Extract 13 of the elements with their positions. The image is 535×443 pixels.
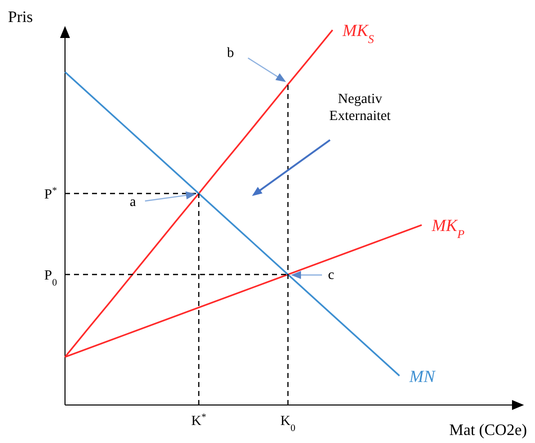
series-label: MK$_{S}$ [342, 21, 374, 46]
text: P$^{*}$ [44, 185, 58, 202]
annotation: c [328, 268, 334, 283]
annotation: a [130, 195, 137, 210]
annotation: Negativ Externaitet [329, 92, 391, 124]
x-axis-title: Mat (CO2e) [449, 422, 527, 439]
x-tick-label: K$_{0}$ [280, 414, 296, 434]
text: P$_{0}$ [44, 268, 58, 288]
y-axis-title: Pris [8, 9, 33, 26]
series-label: MN [408, 366, 437, 386]
x-tick-label: K$^{*}$ [191, 411, 206, 429]
series-label: MK$_{P}$ [430, 216, 464, 241]
annotation: b [227, 46, 234, 61]
